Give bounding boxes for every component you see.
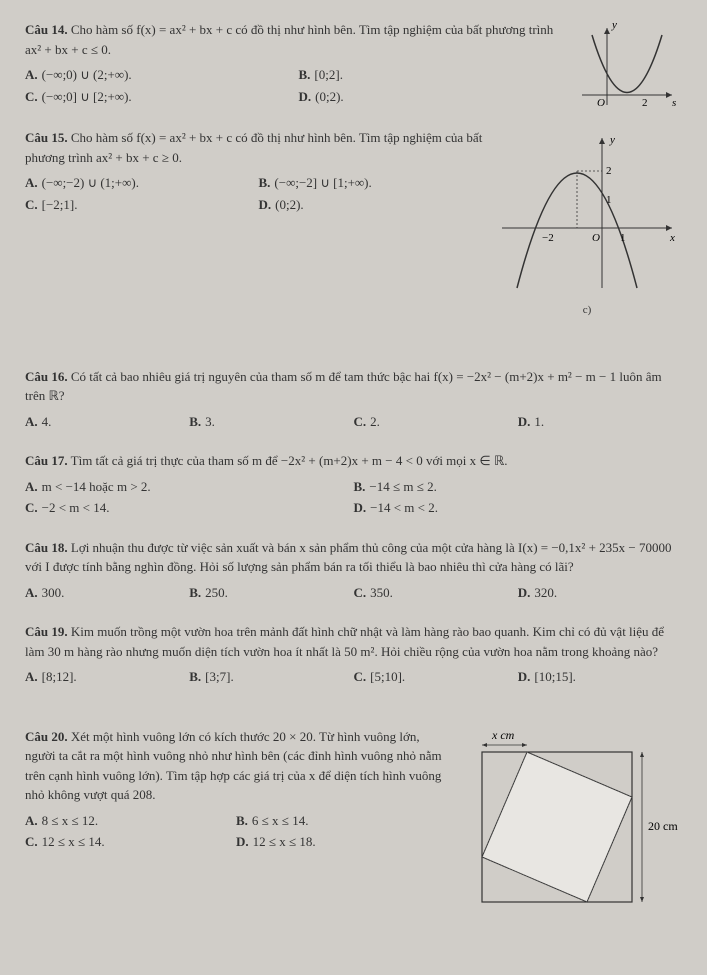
q19-opt-b: B.[3;7].	[189, 667, 353, 687]
svg-text:y: y	[609, 134, 615, 146]
q19-opt-a: A.[8;12].	[25, 667, 189, 687]
question-18: Câu 18. Lợi nhuận thu được từ việc sản x…	[25, 538, 682, 605]
q16-opt-d: D.1.	[518, 412, 682, 432]
q17-opt-b: B.−14 ≤ m ≤ 2.	[354, 477, 683, 497]
q14-title: Câu 14.	[25, 22, 68, 37]
q15-opt-a: A.(−∞;−2) ∪ (1;+∞).	[25, 173, 259, 193]
svg-text:x: x	[669, 232, 675, 244]
q16-options: A.4. B.3. C.2. D.1.	[25, 412, 682, 434]
q14-options: A.(−∞;0) ∪ (2;+∞). B.[0;2]. C.(−∞;0] ∪ […	[25, 65, 572, 108]
q15-sublabel: c)	[492, 302, 682, 319]
svg-text:2: 2	[606, 165, 612, 177]
q14-opt-b: B.[0;2].	[299, 65, 573, 85]
q20-title: Câu 20.	[25, 729, 68, 744]
q15-body: Cho hàm số f(x) = ax² + bx + c có đồ thị…	[25, 130, 482, 165]
q16-opt-c: C.2.	[354, 412, 518, 432]
q15-opt-c: C.[−2;1].	[25, 195, 259, 215]
question-16: Câu 16. Có tất cả bao nhiêu giá trị nguy…	[25, 367, 682, 434]
question-19: Câu 19. Kim muốn trồng một vườn hoa trên…	[25, 622, 682, 689]
svg-text:1: 1	[620, 232, 626, 244]
q15-options: A.(−∞;−2) ∪ (1;+∞). B.(−∞;−2] ∪ [1;+∞). …	[25, 173, 492, 216]
q20-figure: x cm 20 cm	[462, 727, 682, 917]
svg-text:y: y	[611, 20, 617, 31]
q19-opt-d: D.[10;15].	[518, 667, 682, 687]
q19-body: Kim muốn trồng một vườn hoa trên mảnh đấ…	[25, 624, 664, 659]
question-15: Câu 15. Cho hàm số f(x) = ax² + bx + c c…	[25, 128, 682, 319]
q18-opt-d: D.320.	[518, 583, 682, 603]
q17-options: A.m < −14 hoặc m > 2. B.−14 ≤ m ≤ 2. C.−…	[25, 477, 682, 520]
q19-title: Câu 19.	[25, 624, 68, 639]
q18-opt-c: C.350.	[354, 583, 518, 603]
q15-graph: y 2 1 −2 O 1 x c)	[492, 128, 682, 319]
q19-text: Câu 19. Kim muốn trồng một vườn hoa trên…	[25, 622, 682, 661]
q17-opt-a: A.m < −14 hoặc m > 2.	[25, 477, 354, 497]
question-17: Câu 17. Tìm tất cả giá trị thực của tham…	[25, 451, 682, 520]
q16-title: Câu 16.	[25, 369, 68, 384]
q17-opt-d: D.−14 < m < 2.	[354, 498, 683, 518]
q14-body: Cho hàm số f(x) = ax² + bx + c có đồ thị…	[25, 22, 553, 57]
q14-text: Câu 14. Cho hàm số f(x) = ax² + bx + c c…	[25, 20, 572, 59]
svg-text:−2: −2	[542, 232, 554, 244]
q18-opt-a: A.300.	[25, 583, 189, 603]
svg-text:O: O	[597, 97, 605, 109]
q15-title: Câu 15.	[25, 130, 68, 145]
q17-body: Tìm tất cả giá trị thực của tham số m để…	[71, 453, 508, 468]
q20-opt-c: C.12 ≤ x ≤ 14.	[25, 832, 236, 852]
q18-opt-b: B.250.	[189, 583, 353, 603]
q15-opt-d: D.(0;2).	[259, 195, 493, 215]
q16-body: Có tất cả bao nhiêu giá trị nguyên của t…	[25, 369, 662, 404]
svg-text:s: s	[672, 97, 676, 109]
svg-text:x cm: x cm	[491, 728, 515, 742]
q20-opt-b: B.6 ≤ x ≤ 14.	[236, 811, 447, 831]
q16-opt-b: B.3.	[189, 412, 353, 432]
svg-text:20 cm: 20 cm	[648, 819, 678, 833]
q20-text: Câu 20. Xét một hình vuông lớn có kích t…	[25, 727, 447, 805]
q15-text: Câu 15. Cho hàm số f(x) = ax² + bx + c c…	[25, 128, 492, 167]
q20-options: A.8 ≤ x ≤ 12. B.6 ≤ x ≤ 14. C.12 ≤ x ≤ 1…	[25, 811, 447, 854]
q16-text: Câu 16. Có tất cả bao nhiêu giá trị nguy…	[25, 367, 682, 406]
q20-body: Xét một hình vuông lớn có kích thước 20 …	[25, 729, 442, 803]
question-14: Câu 14. Cho hàm số f(x) = ax² + bx + c c…	[25, 20, 682, 110]
q19-opt-c: C.[5;10].	[354, 667, 518, 687]
q18-body: Lợi nhuận thu được từ việc sản xuất và b…	[25, 540, 672, 575]
q18-text: Câu 18. Lợi nhuận thu được từ việc sản x…	[25, 538, 682, 577]
q15-opt-b: B.(−∞;−2] ∪ [1;+∞).	[259, 173, 493, 193]
q14-opt-d: D.(0;2).	[299, 87, 573, 107]
q19-options: A.[8;12]. B.[3;7]. C.[5;10]. D.[10;15].	[25, 667, 682, 689]
q14-opt-a: A.(−∞;0) ∪ (2;+∞).	[25, 65, 299, 85]
q18-title: Câu 18.	[25, 540, 68, 555]
q16-opt-a: A.4.	[25, 412, 189, 432]
q14-opt-c: C.(−∞;0] ∪ [2;+∞).	[25, 87, 299, 107]
q18-options: A.300. B.250. C.350. D.320.	[25, 583, 682, 605]
svg-text:1: 1	[606, 194, 612, 206]
q20-opt-a: A.8 ≤ x ≤ 12.	[25, 811, 236, 831]
question-20: Câu 20. Xét một hình vuông lớn có kích t…	[25, 727, 682, 917]
q14-graph: y O 2 s	[572, 20, 682, 110]
q20-opt-d: D.12 ≤ x ≤ 18.	[236, 832, 447, 852]
q17-text: Câu 17. Tìm tất cả giá trị thực của tham…	[25, 451, 682, 471]
q17-opt-c: C.−2 < m < 14.	[25, 498, 354, 518]
svg-text:2: 2	[642, 97, 648, 109]
q17-title: Câu 17.	[25, 453, 68, 468]
svg-text:O: O	[592, 232, 600, 244]
